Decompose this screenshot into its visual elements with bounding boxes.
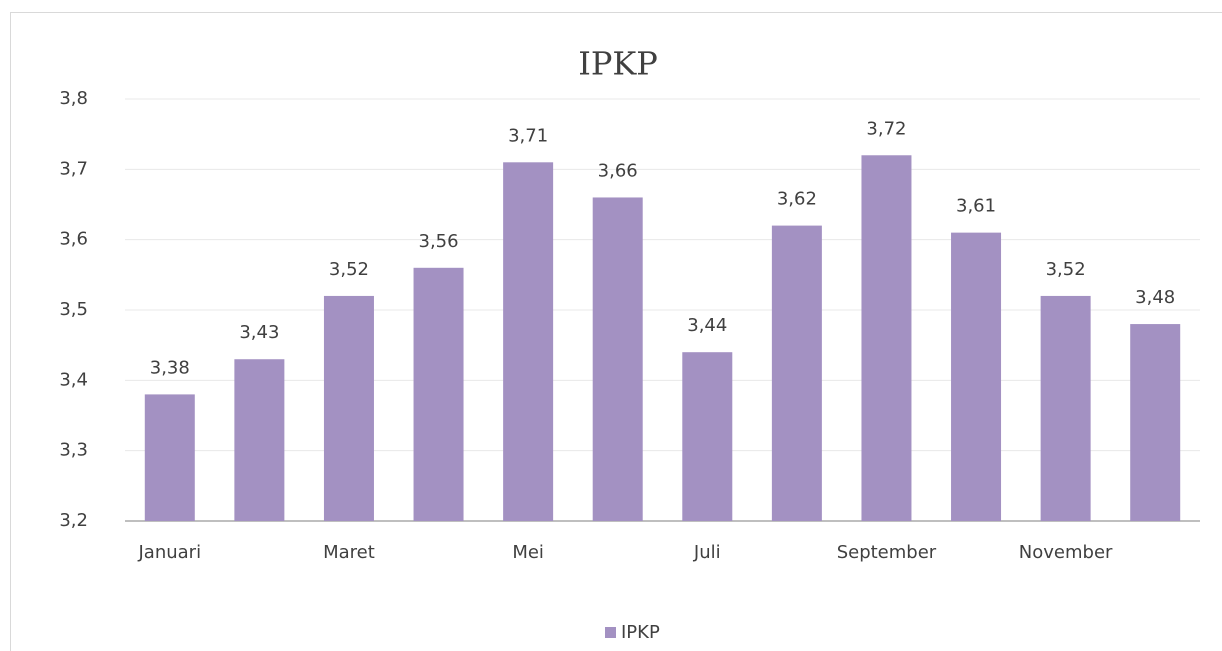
data-label: 3,43 (239, 322, 279, 343)
data-label: 3,61 (956, 196, 996, 217)
data-label: 3,56 (419, 231, 459, 252)
bar (682, 352, 733, 521)
y-tick-label: 3,4 (59, 369, 88, 390)
data-label: 3,52 (1046, 259, 1086, 280)
bar (771, 225, 822, 521)
bar (951, 232, 1002, 521)
legend-label: IPKP (621, 622, 660, 643)
x-tick-label: Januari (137, 542, 201, 563)
bar (592, 197, 643, 521)
x-tick-label: Maret (323, 542, 375, 563)
x-tick-label: November (1019, 542, 1113, 563)
bar (323, 295, 374, 521)
data-label: 3,44 (687, 315, 727, 336)
data-label: 3,52 (329, 259, 369, 280)
bar (861, 155, 912, 521)
chart-title: IPKP (578, 45, 658, 83)
x-tick-label: Mei (512, 542, 544, 563)
y-tick-label: 3,2 (59, 510, 88, 531)
y-tick-label: 3,6 (59, 229, 88, 250)
x-tick-label: Juli (693, 542, 721, 563)
data-label: 3,66 (598, 160, 638, 181)
bar (1040, 295, 1091, 521)
data-label: 3,38 (150, 357, 190, 378)
legend-swatch (605, 627, 616, 638)
y-tick-label: 3,7 (59, 158, 88, 179)
data-label: 3,62 (777, 189, 817, 210)
bar (1130, 324, 1181, 521)
bar (503, 162, 554, 522)
y-tick-label: 3,3 (59, 440, 88, 461)
bar (413, 267, 464, 521)
data-label: 3,72 (866, 118, 906, 139)
data-label: 3,71 (508, 125, 548, 146)
y-tick-label: 3,8 (59, 88, 88, 109)
data-label: 3,48 (1135, 287, 1175, 308)
x-tick-label: September (837, 542, 937, 563)
bar (234, 359, 285, 521)
bar (144, 394, 195, 521)
y-tick-label: 3,5 (59, 299, 88, 320)
